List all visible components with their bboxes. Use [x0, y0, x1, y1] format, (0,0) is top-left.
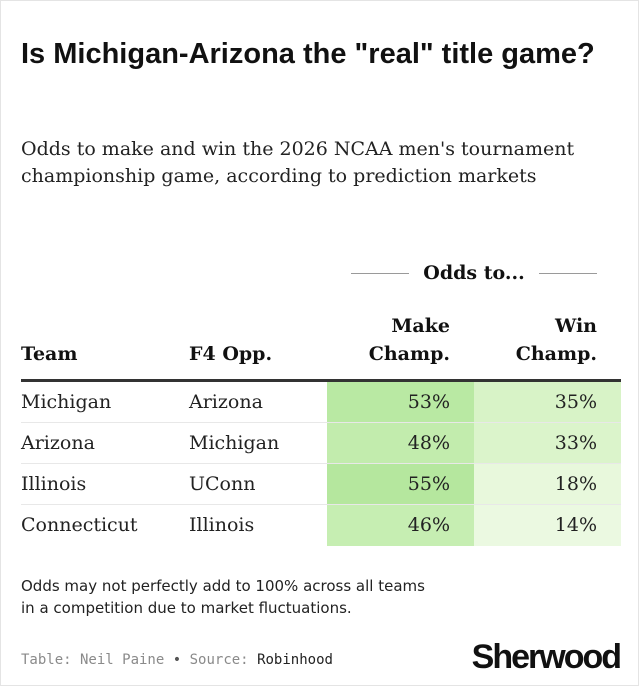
team-cell: Arizona	[21, 432, 95, 454]
column-header-opponent: F4 Opp.	[189, 343, 273, 365]
column-group-label: Odds to...	[423, 262, 525, 284]
table-body: Michigan Arizona 53% 35% Arizona Michiga…	[21, 382, 621, 546]
column-header-win-line2: Champ.	[515, 343, 597, 365]
opponent-cell: UConn	[189, 473, 256, 495]
brand-logo: Sherwood	[471, 638, 622, 676]
team-cell: Connecticut	[21, 514, 138, 536]
team-cell: Illinois	[21, 473, 87, 495]
table-row: Michigan Arizona 53% 35%	[21, 382, 621, 423]
make-champ-cell: 53%	[327, 382, 474, 422]
credit-separator: •	[172, 652, 182, 668]
win-champ-cell: 14%	[474, 505, 621, 546]
win-champ-cell: 18%	[474, 464, 621, 504]
column-header-make-line1: Make	[391, 315, 450, 337]
opponent-cell: Illinois	[189, 514, 255, 536]
make-champ-cell: 46%	[327, 505, 474, 546]
table-row: Arizona Michigan 48% 33%	[21, 423, 621, 464]
credit-author: Table: Neil Paine	[21, 652, 165, 668]
column-header-make-line2: Champ.	[368, 343, 450, 365]
column-header-win-line1: Win	[554, 315, 597, 337]
table-row: Illinois UConn 55% 18%	[21, 464, 621, 505]
source-label: Source:	[189, 652, 249, 668]
source-value: Robinhood	[257, 652, 333, 668]
make-champ-cell: 55%	[327, 464, 474, 504]
column-header-make-champ: Make Champ.	[327, 312, 450, 368]
column-header-win-champ: Win Champ.	[473, 312, 597, 368]
subtitle: Odds to make and win the 2026 NCAA men's…	[21, 138, 575, 187]
table-row: Connecticut Illinois 46% 14%	[21, 505, 621, 546]
divider	[539, 273, 597, 274]
divider	[351, 273, 409, 274]
credit-line: Table: Neil Paine • Source: Robinhood	[21, 651, 333, 669]
win-champ-cell: 35%	[474, 382, 621, 422]
footnote: Odds may not perfectly add to 100% acros…	[21, 577, 425, 617]
opponent-cell: Arizona	[189, 391, 263, 413]
opponent-cell: Michigan	[189, 432, 280, 454]
page-title: Is Michigan-Arizona the "real" title gam…	[21, 38, 595, 70]
make-champ-cell: 48%	[327, 423, 474, 463]
win-champ-cell: 33%	[474, 423, 621, 463]
header-rule	[21, 379, 621, 382]
team-cell: Michigan	[21, 391, 112, 413]
column-header-team: Team	[21, 343, 78, 365]
column-group-header: Odds to...	[351, 259, 597, 289]
